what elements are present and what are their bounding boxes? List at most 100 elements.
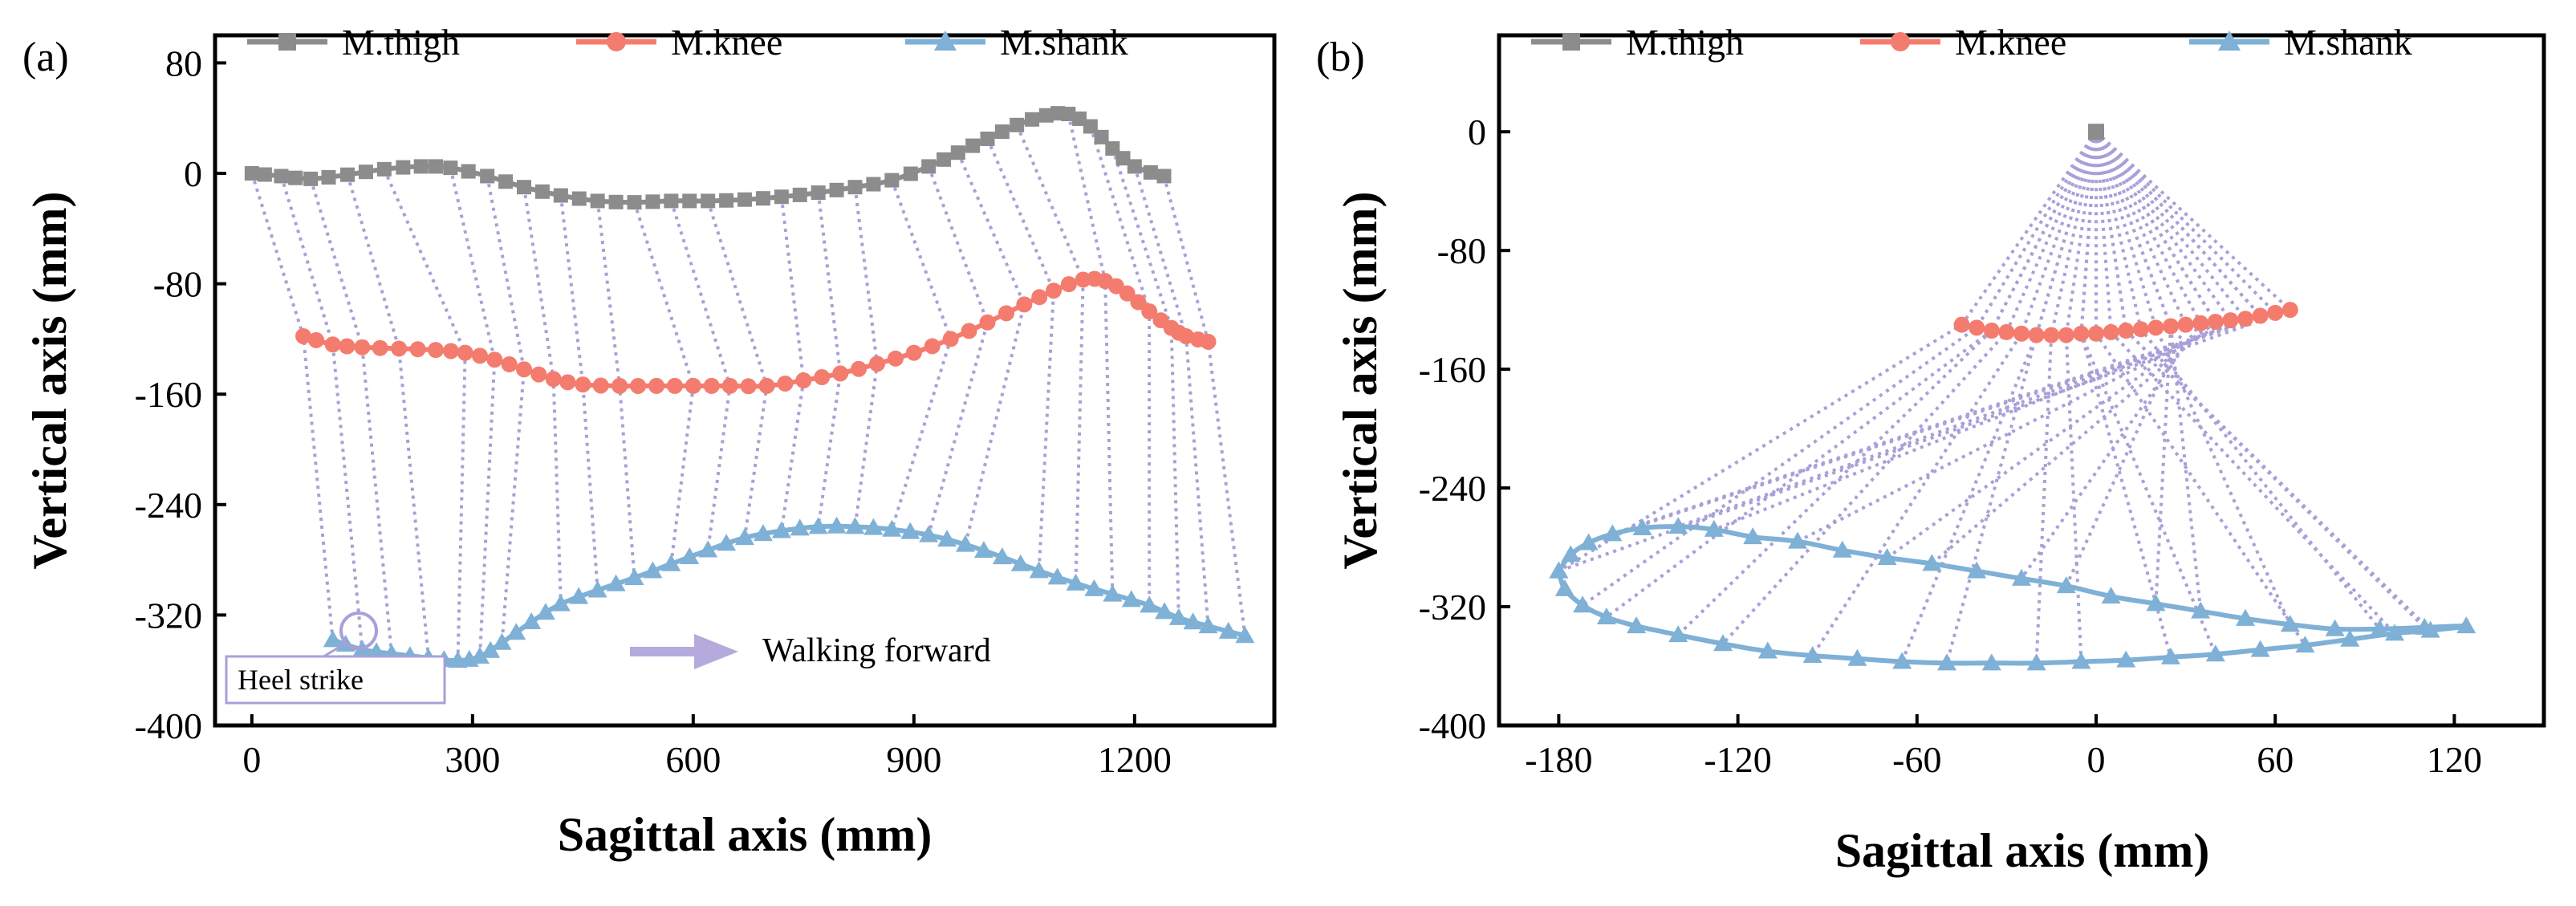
legend-label: M.shank	[2284, 22, 2412, 63]
data-point	[1200, 333, 1217, 350]
data-point	[1603, 524, 1623, 542]
data-point	[340, 167, 355, 182]
segment-link	[2095, 132, 2396, 635]
data-point	[1668, 625, 1688, 643]
data-point	[553, 188, 568, 203]
data-point	[354, 339, 371, 355]
data-point	[429, 159, 443, 174]
data-point	[1140, 595, 1160, 613]
data-point	[992, 547, 1012, 565]
data-point	[994, 124, 1010, 140]
panel-b-frame	[1497, 33, 2546, 728]
data-point	[559, 374, 576, 391]
data-point	[2071, 652, 2091, 669]
data-point	[2370, 619, 2390, 636]
data-point	[481, 640, 501, 658]
data-point	[1010, 554, 1030, 571]
data-point	[774, 189, 789, 205]
data-point	[308, 331, 325, 348]
segment-link	[2064, 131, 2098, 662]
legend-item-m-thigh: M.thigh	[247, 22, 460, 63]
data-point	[1235, 626, 1255, 644]
data-point	[829, 182, 844, 197]
data-point	[2236, 608, 2255, 626]
data-point	[323, 630, 343, 648]
segment-link	[250, 173, 335, 640]
legend-item-m-shank: M.shank	[2189, 22, 2412, 63]
y-tick-label: -80	[1437, 230, 1486, 271]
data-point	[1802, 646, 1822, 664]
segment-link	[2095, 131, 2381, 631]
data-point	[516, 361, 532, 378]
data-point	[905, 344, 922, 361]
data-point	[965, 138, 981, 153]
segment-link	[309, 178, 393, 654]
data-point	[1967, 561, 1987, 579]
data-point	[1075, 271, 1091, 288]
segment-link	[706, 200, 769, 538]
data-point	[942, 331, 959, 347]
data-point	[758, 377, 775, 394]
data-point	[682, 193, 697, 209]
panel-a-ylabel: Vertical axis (mm)	[23, 192, 76, 570]
legend-swatch-marker	[607, 32, 626, 51]
data-point	[937, 152, 952, 167]
data-point	[1788, 531, 1807, 549]
data-point	[2026, 653, 2046, 671]
data-point	[771, 521, 791, 538]
data-point	[1130, 294, 1147, 311]
data-point	[753, 524, 773, 542]
x-tick-label: 0	[2087, 739, 2106, 780]
y-tick-label: -160	[135, 374, 202, 415]
data-point	[1832, 540, 1852, 558]
segment-link	[279, 175, 364, 650]
panel-b-xlabel: Sagittal axis (mm)	[1835, 824, 2210, 877]
data-point	[900, 522, 920, 539]
data-point	[808, 517, 828, 534]
data-point	[792, 187, 807, 202]
segment-link	[383, 169, 467, 661]
data-point	[2146, 594, 2166, 611]
segment-link	[956, 152, 1026, 546]
data-point	[1115, 151, 1131, 166]
x-tick-label: 0	[242, 739, 261, 780]
legend-label: M.thigh	[342, 22, 460, 63]
data-point	[643, 561, 663, 579]
data-point	[1155, 602, 1175, 620]
data-point	[795, 372, 812, 388]
panel-a-label: (a)	[22, 35, 69, 80]
data-point	[551, 594, 571, 611]
data-point	[1743, 527, 1763, 545]
data-point	[648, 377, 664, 394]
x-tick-label: -180	[1525, 739, 1592, 780]
data-point	[1016, 296, 1033, 313]
data-point	[1183, 612, 1203, 630]
x-tick-label: 300	[445, 739, 500, 780]
y-tick-label: -240	[135, 485, 202, 526]
data-point	[2118, 323, 2135, 339]
data-point	[457, 344, 473, 361]
data-point	[1025, 112, 1040, 127]
data-point	[2058, 327, 2074, 343]
data-point	[1998, 323, 2015, 340]
data-point	[2205, 644, 2225, 662]
data-point	[882, 519, 902, 537]
data-point	[2088, 325, 2104, 342]
legend-label: M.knee	[1955, 22, 2066, 63]
data-point	[2325, 619, 2345, 636]
legend-label: M.shank	[1000, 22, 1128, 63]
data-point	[1969, 319, 1985, 336]
data-point	[1561, 545, 1581, 563]
data-point	[1084, 579, 1104, 596]
data-point	[1579, 533, 1599, 551]
data-point	[535, 603, 555, 620]
data-point	[413, 159, 429, 174]
data-point	[685, 377, 701, 394]
data-point	[571, 191, 587, 206]
segment-link	[1721, 131, 2098, 645]
segment-link	[2064, 131, 2188, 587]
data-point	[498, 174, 514, 189]
heel-strike-box	[225, 655, 446, 705]
data-point	[1596, 607, 1616, 624]
data-point	[1119, 285, 1136, 302]
